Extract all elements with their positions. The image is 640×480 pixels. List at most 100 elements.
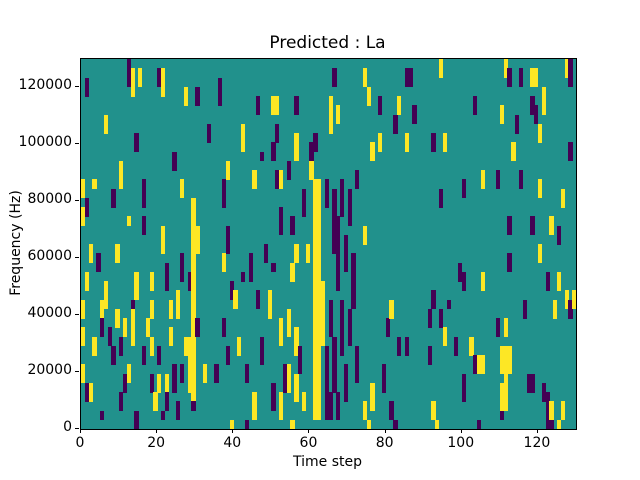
heatmap-cell-low	[271, 382, 276, 411]
heatmap-cell-low	[404, 336, 409, 356]
heatmap-cell-high	[119, 160, 124, 189]
heatmap-cell-low	[157, 345, 162, 365]
heatmap-cell-high	[511, 142, 516, 162]
heatmap-cell-high	[320, 281, 326, 347]
heatmap-cell-high	[138, 68, 143, 88]
heatmap-cell-high	[370, 382, 375, 411]
heatmap-cell-low	[431, 290, 436, 310]
heatmap-cell-low	[324, 179, 329, 208]
heatmap-cell-high	[328, 96, 333, 134]
heatmap-cell-low	[100, 410, 105, 421]
heatmap-cell-low	[119, 392, 124, 411]
heatmap-cell-low	[84, 77, 90, 97]
heatmap-cell-high	[549, 216, 554, 236]
heatmap-cell-low	[339, 299, 345, 356]
heatmap-cell-high	[286, 308, 291, 337]
heatmap-cell-high	[469, 336, 474, 356]
heatmap-cell-low	[294, 96, 299, 115]
heatmap-cell-high	[480, 271, 486, 291]
x-tick-mark	[384, 429, 386, 433]
heatmap-cell-high	[149, 271, 154, 291]
heatmap-cell-high	[130, 308, 135, 347]
heatmap-cell-low	[221, 318, 227, 337]
heatmap-cell-low	[446, 299, 451, 310]
heatmap-cell-low	[404, 68, 409, 88]
heatmap-cell-high	[126, 364, 131, 384]
heatmap-cell-low	[545, 392, 550, 421]
heatmap-cell-high	[195, 225, 200, 254]
heatmap-cell-low	[271, 142, 276, 162]
heatmap-cell-low	[378, 96, 383, 115]
heatmap-cell-high	[503, 345, 508, 411]
heatmap-cell-high	[290, 419, 295, 429]
heatmap-cell-high	[176, 290, 181, 319]
heatmap-cell-high	[279, 318, 284, 347]
heatmap-cell-low	[457, 262, 463, 282]
heatmap-cell-low	[412, 105, 417, 125]
heatmap-cell-high	[294, 133, 299, 162]
heatmap-cell-high	[286, 364, 291, 393]
y-tick-label: 0	[63, 419, 72, 435]
heatmap-cell-high	[225, 160, 230, 180]
heatmap-cell-low	[187, 271, 192, 291]
heatmap-cell-low	[431, 133, 436, 152]
heatmap-cell-high	[503, 318, 508, 337]
heatmap-cell-high	[499, 382, 505, 411]
x-tick-label: 80	[375, 435, 394, 451]
heatmap-cell-low	[343, 234, 349, 273]
y-tick-label: 120000	[18, 77, 72, 94]
heatmap-cell-low	[534, 105, 539, 125]
heatmap-cell-high	[279, 170, 284, 189]
heatmap-cell-low	[172, 151, 177, 171]
heatmap-cell-high	[313, 179, 318, 421]
heatmap-cell-high	[92, 336, 97, 356]
heatmap-cell-high	[88, 382, 93, 402]
heatmap-cell-high	[537, 123, 543, 143]
heatmap-cell-high	[431, 401, 436, 421]
heatmap-cell-high	[191, 197, 196, 402]
y-tick-label: 80000	[27, 191, 72, 208]
x-tick-label: 60	[299, 435, 318, 451]
heatmap-cell-high	[153, 392, 158, 411]
heatmap-cell-low	[195, 318, 200, 337]
heatmap-cell-low	[275, 170, 280, 189]
heatmap-cell-low	[191, 401, 196, 411]
heatmap-cell-high	[115, 244, 120, 263]
heatmap-cell-low	[176, 401, 181, 421]
heatmap-cell-high	[442, 133, 448, 152]
heatmap-cell-low	[218, 77, 223, 106]
heatmap-cell-low	[385, 318, 390, 337]
heatmap-cell-low	[324, 345, 329, 421]
heatmap-cell-low	[313, 133, 318, 152]
heatmap-cell-high	[530, 68, 535, 88]
y-tick-label: 60000	[27, 248, 72, 265]
heatmap-cell-high	[202, 364, 208, 384]
heatmap-cell-low	[244, 419, 250, 429]
heatmap-cell-high	[397, 96, 402, 115]
y-tick-mark	[75, 86, 79, 88]
heatmap-cell-low	[332, 68, 337, 88]
heatmap-cell-high	[560, 401, 566, 421]
y-tick-label: 40000	[27, 305, 72, 322]
heatmap-cell-low	[225, 345, 230, 365]
heatmap-cell-high	[126, 216, 131, 226]
heatmap-cell-high	[294, 244, 299, 263]
y-tick-mark	[75, 371, 79, 373]
heatmap-cell-low	[545, 419, 550, 429]
heatmap-cell-low	[336, 216, 341, 291]
heatmap-cell-high	[149, 299, 154, 319]
heatmap-cell-high	[168, 299, 173, 319]
heatmap-cell-low	[473, 355, 478, 374]
heatmap-cell-low	[84, 382, 90, 402]
heatmap-cell-low	[282, 364, 288, 393]
x-tick-mark	[232, 429, 234, 433]
heatmap-cell-low	[461, 179, 467, 199]
heatmap-cell-low	[381, 364, 387, 393]
heatmap-cell-high	[183, 336, 189, 356]
heatmap-cell-low	[180, 253, 185, 282]
heatmap-cell-low	[568, 142, 573, 162]
x-tick-label: 40	[223, 435, 242, 451]
heatmap-cell-low	[134, 133, 139, 152]
x-tick-label: 100	[447, 435, 475, 451]
heatmap-cell-high	[187, 336, 192, 393]
